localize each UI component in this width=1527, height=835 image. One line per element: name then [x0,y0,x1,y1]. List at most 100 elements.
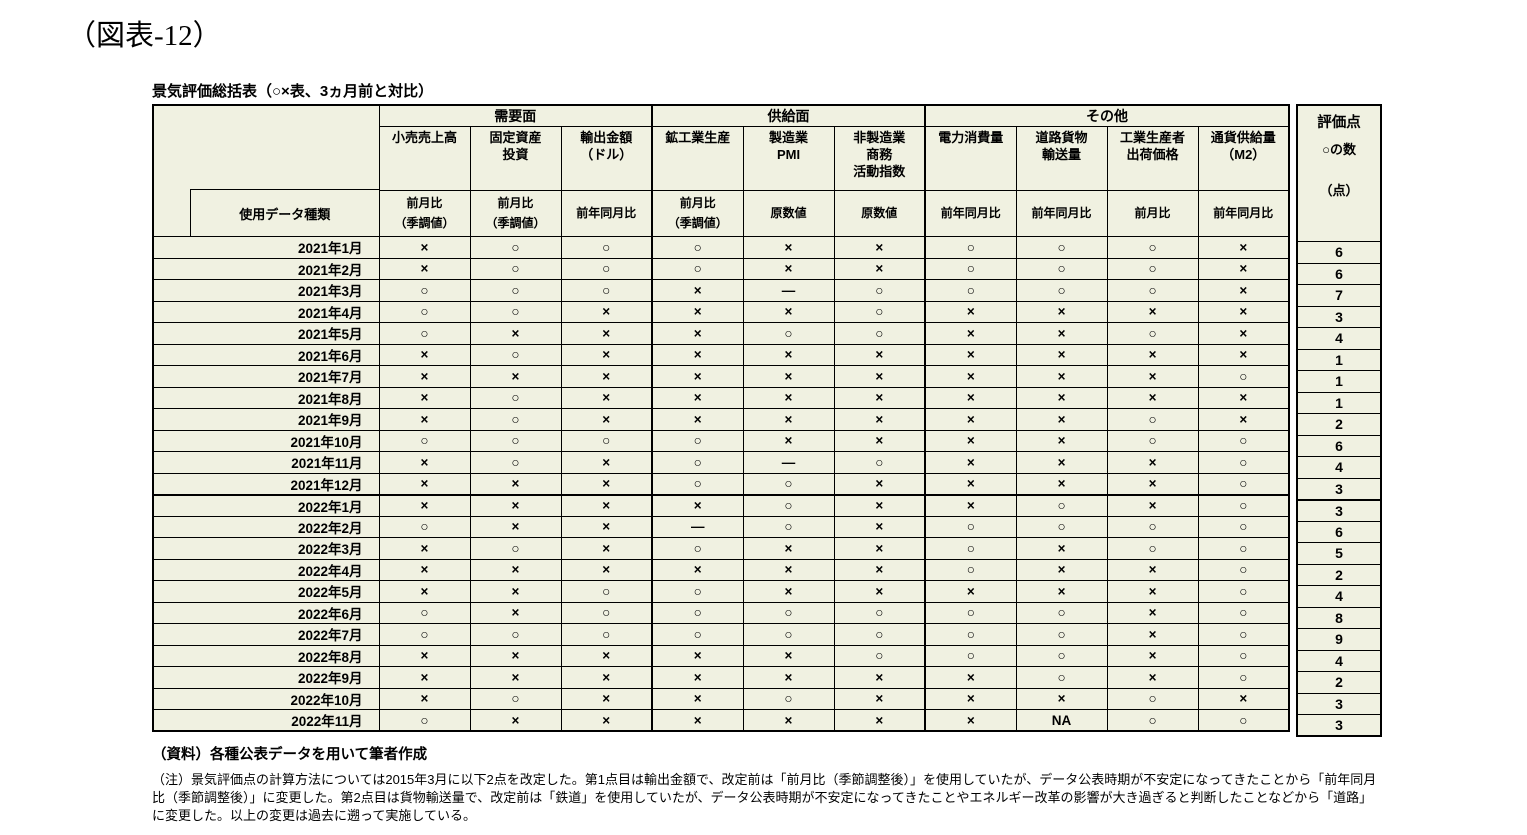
table-row: 2022年11月 ○ × × × × × × NA ○ ○ [152,709,1290,732]
table-row: 2022年8月 × × × × × ○ ○ ○ × ○ [152,644,1290,667]
mark-cell: × [378,257,471,280]
mark-cell: × [651,343,744,366]
mark-cell: ○ [742,687,835,710]
score-row: 2 [1296,413,1382,436]
row-month: 2022年6月 [152,601,380,624]
mark-cell: × [1106,365,1199,388]
mark-cell: × [651,279,744,302]
table-row: 2021年7月 × × × × × × × × × ○ [152,365,1290,388]
row-month: 2022年8月 [152,644,380,667]
mark-cell: ○ [1015,644,1108,667]
mark-cell: ○ [651,472,744,495]
mark-cell: × [378,408,471,431]
mark-cell: ○ [1106,537,1199,560]
mark-cell: × [378,365,471,388]
mark-cell: × [651,709,744,732]
mark-cell: × [651,365,744,388]
mark-cell: × [378,537,471,560]
score-row: 2 [1296,671,1382,694]
row-month: 2021年2月 [152,257,380,280]
mark-cell: × [378,472,471,495]
content-area: 景気評価総括表（○×表、3ヵ月前と対比） 使用データ種類 需要面 供給面 その他 小売売… [152,80,1392,826]
row-month: 2021年10月 [152,429,380,452]
table-row: 2022年5月 × × ○ ○ × × × × × ○ [152,580,1290,603]
mark-cell: ○ [1106,687,1199,710]
score-row: 4 [1296,649,1382,672]
score-row: 4 [1296,585,1382,608]
mark-cell: × [1015,558,1108,581]
mark-cell: × [1015,472,1108,495]
mark-cell: ― [742,451,835,474]
column-header: 工業生産者 出荷価格 [1106,126,1199,191]
mark-cell: × [833,493,926,517]
mark-cell: ○ [378,601,471,624]
row-month: 2022年11月 [152,709,380,732]
score-cell: 4 [1296,456,1382,479]
mark-cell: × [742,558,835,581]
mark-cell: ○ [560,601,653,624]
mark-cell: × [742,236,835,259]
score-row: 1 [1296,391,1382,414]
mark-cell: × [1106,580,1199,603]
mark-cell: ○ [469,451,562,474]
mark-cell: ○ [924,601,1017,624]
mark-cell: × [651,687,744,710]
column-datatype: 前月比 （季調値） [651,190,744,237]
mark-cell: ○ [469,386,562,409]
table-row: 2022年7月 ○ ○ ○ ○ ○ ○ ○ ○ × ○ [152,623,1290,646]
mark-cell: ○ [469,537,562,560]
mark-cell: ○ [1106,279,1199,302]
mark-cell: × [469,322,562,345]
source-note: （資料）各種公表データを用いて筆者作成 [152,747,428,763]
mark-cell: ○ [378,279,471,302]
mark-cell: × [560,451,653,474]
mark-cell: × [1197,322,1290,345]
mark-cell: × [1106,644,1199,667]
score-subtitle-unit: （点） [1319,183,1359,198]
score-row: 3 [1296,714,1382,737]
mark-cell: × [742,386,835,409]
table-row: 2021年5月 ○ × × × ○ ○ × × ○ × [152,322,1290,345]
mark-cell: × [924,451,1017,474]
mark-cell: ○ [742,601,835,624]
mark-cell: ○ [924,279,1017,302]
mark-cell: × [560,493,653,517]
mark-cell: × [924,408,1017,431]
mark-cell: × [742,300,835,323]
table-row: 2021年11月 × ○ × ○ ― ○ × × × ○ [152,451,1290,474]
mark-cell: × [924,386,1017,409]
mark-cell: × [833,408,926,431]
evaluation-table: 使用データ種類 需要面 供給面 その他 小売売上高 固定資産 投資 輸出金額 （ドル） 鉱工業… [152,104,1291,732]
mark-cell: × [1015,537,1108,560]
mark-cell: ○ [924,623,1017,646]
mark-cell: × [742,666,835,689]
score-header-row: 評価点 ○の数 （点） [1296,104,1382,242]
score-row: 1 [1296,370,1382,393]
row-month: 2021年3月 [152,279,380,302]
mark-cell: ○ [1015,666,1108,689]
mark-cell: ○ [560,279,653,302]
score-cell: 4 [1296,585,1382,608]
row-month: 2021年5月 [152,322,380,345]
mark-cell: × [1106,472,1199,495]
datatype-header-row: 前月比 （季調値） 前月比 （季調値） 前年同月比 前月比 （季調値） 原数値 原数値 前年… [153,190,1290,237]
row-month: 2022年3月 [152,537,380,560]
column-header: 電力消費量 [924,126,1017,191]
mark-cell: ○ [1197,451,1290,474]
tables-wrapper: 使用データ種類 需要面 供給面 その他 小売売上高 固定資産 投資 輸出金額 （ドル） 鉱工業… [152,104,1392,737]
mark-cell: ○ [651,429,744,452]
score-title: 評価点 [1317,115,1361,131]
mark-cell: ○ [651,601,744,624]
mark-cell: ○ [651,580,744,603]
mark-cell: ○ [1015,257,1108,280]
mark-cell: ○ [742,493,835,517]
column-datatype: 前年同月比 [1197,190,1290,237]
table-row: 2022年3月 × ○ × ○ × × ○ × ○ ○ [152,537,1290,560]
score-row: 3 [1296,305,1382,328]
mark-cell: ○ [1197,537,1290,560]
mark-cell: ○ [651,451,744,474]
mark-cell: × [469,558,562,581]
group-header-1: 供給面 [650,104,926,127]
mark-cell: ○ [469,343,562,366]
